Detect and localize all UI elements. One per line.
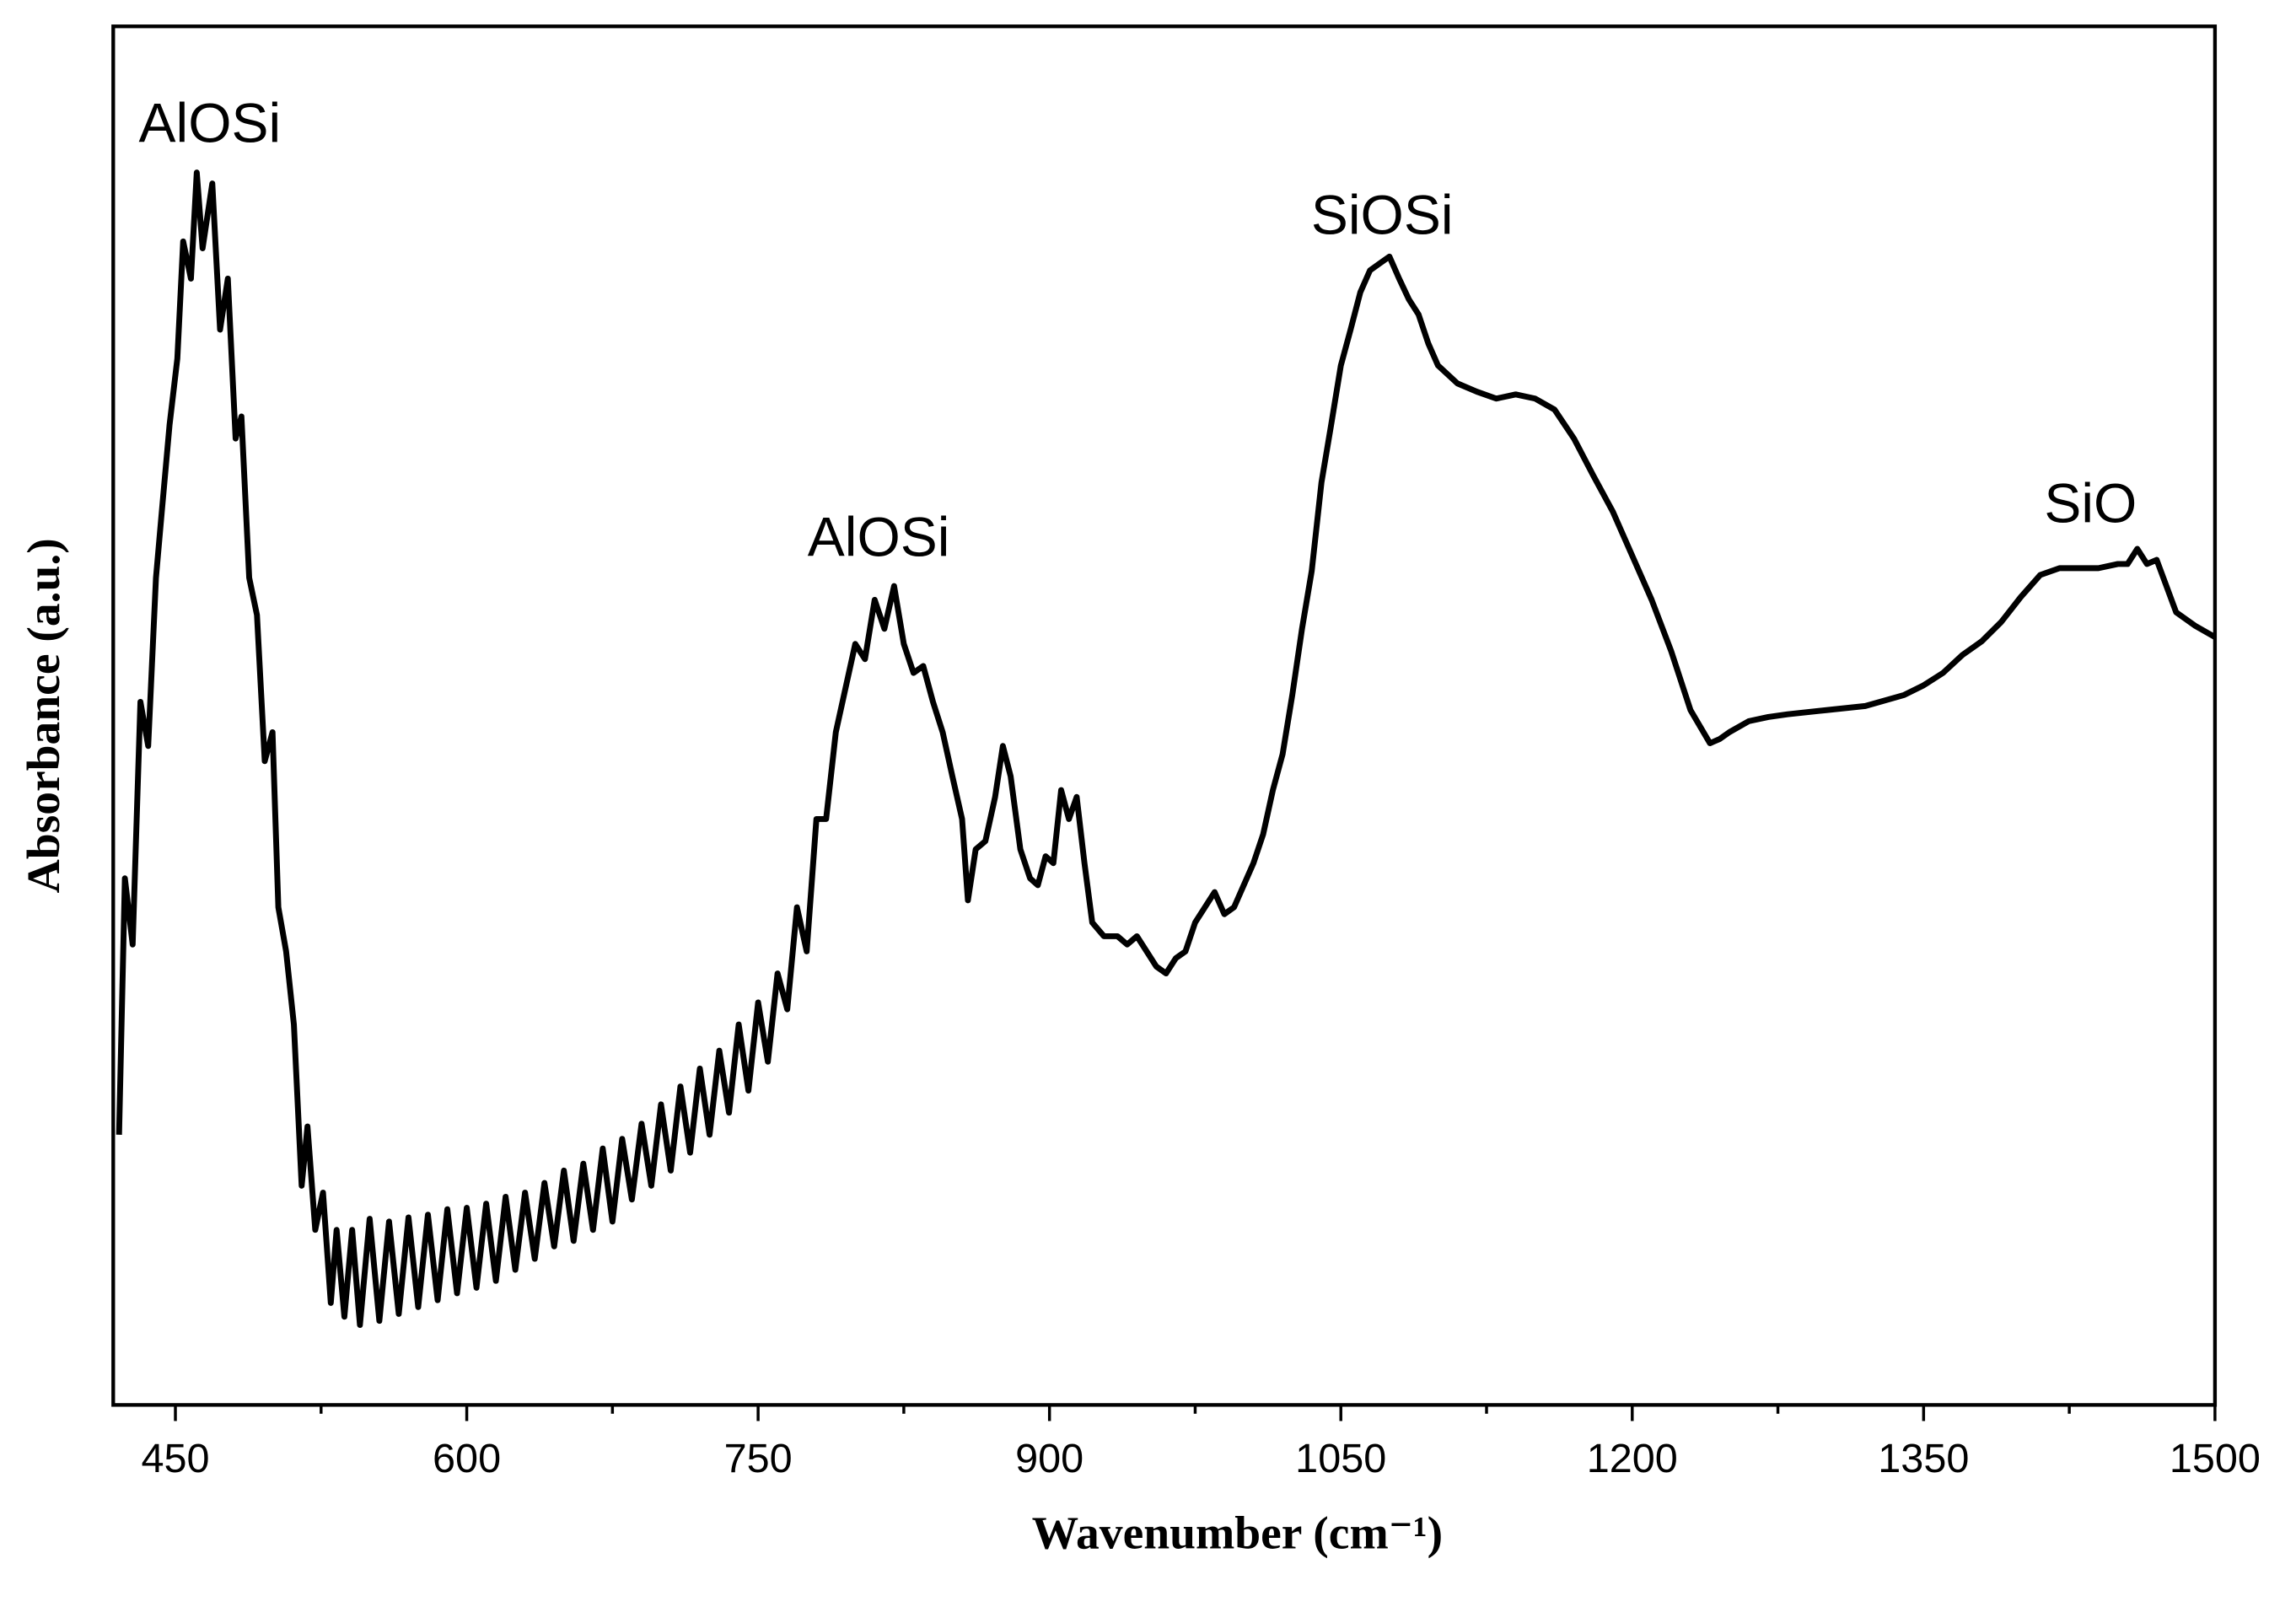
x-tick-label: 1350 [1878, 1436, 1969, 1481]
x-axis-label: Wavenumber (cm⁻¹) [1032, 1507, 1444, 1559]
x-tick-label: 1050 [1295, 1436, 1386, 1481]
y-axis-label: Absorbance (a.u.) [19, 538, 70, 893]
x-tick-label: 1500 [2170, 1436, 2261, 1481]
spectrum-line [116, 169, 2217, 1328]
peak-annotation: AlOSi [808, 506, 950, 568]
x-tick-label: 900 [1015, 1436, 1083, 1481]
x-tick-label: 1200 [1587, 1436, 1678, 1481]
x-tick-label: 450 [141, 1436, 209, 1481]
x-tick-label: 600 [433, 1436, 501, 1481]
peak-annotation: SiO [2044, 472, 2137, 535]
peak-annotation: SiOSi [1311, 184, 1454, 246]
plot-frame [111, 24, 2218, 1407]
x-tick-label: 750 [724, 1436, 793, 1481]
peak-annotation: AlOSi [139, 91, 282, 153]
